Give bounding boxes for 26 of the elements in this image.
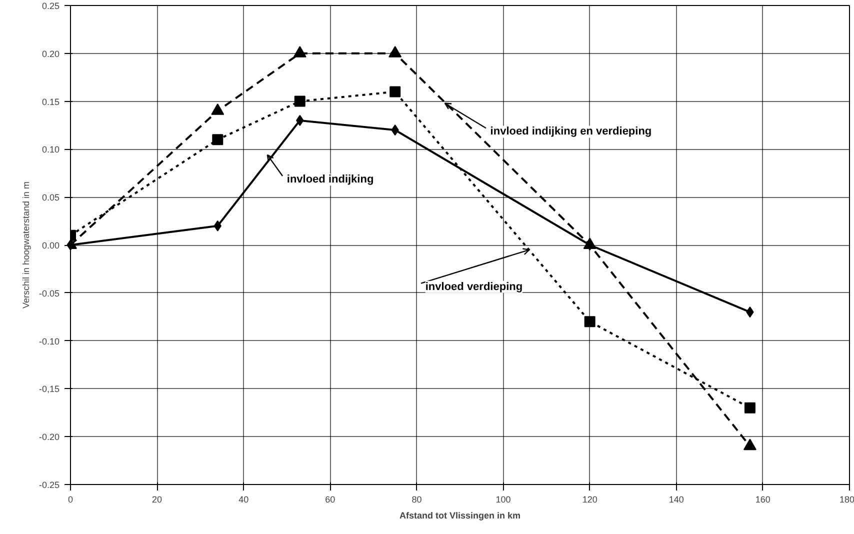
y-tick-label: 0.00 (42, 240, 60, 250)
x-axis-title: Afstand tot Vlissingen in km (399, 510, 521, 520)
y-tick-label: 0.10 (42, 144, 60, 155)
y-tick-label: -0.25 (38, 480, 60, 490)
x-tick-label: 60 (325, 494, 336, 504)
x-tick-label: 120 (582, 494, 598, 504)
x-tick-label: 140 (668, 494, 684, 504)
y-tick-label: 0.15 (42, 96, 60, 107)
y-tick-label: -0.10 (38, 336, 60, 346)
y-tick-label: -0,15 (38, 384, 60, 394)
y-tick-label: 0.20 (42, 48, 60, 59)
y-tick-label: 0.05 (42, 192, 60, 203)
series-label: invloed indijking en verdieping (490, 126, 652, 138)
x-tick-label: 0 (68, 494, 74, 504)
text: invloed verdieping (425, 280, 523, 293)
x-tick-label: 180 (839, 494, 854, 504)
x-tick-label: 40 (238, 494, 249, 504)
text: invloed indijking (286, 174, 374, 186)
y-axis-title: Verschil in hoogwaterstand in m (20, 181, 31, 309)
x-tick-label: 20 (152, 494, 162, 504)
x-tick-label: 160 (755, 494, 770, 504)
y-tick-label: 0.25 (42, 1, 60, 11)
y-tick-label: -0.20 (38, 432, 60, 442)
y-tick-label: -0.05 (38, 288, 60, 298)
x-tick-label: 100 (496, 494, 511, 504)
x-tick-label: 80 (412, 494, 422, 504)
